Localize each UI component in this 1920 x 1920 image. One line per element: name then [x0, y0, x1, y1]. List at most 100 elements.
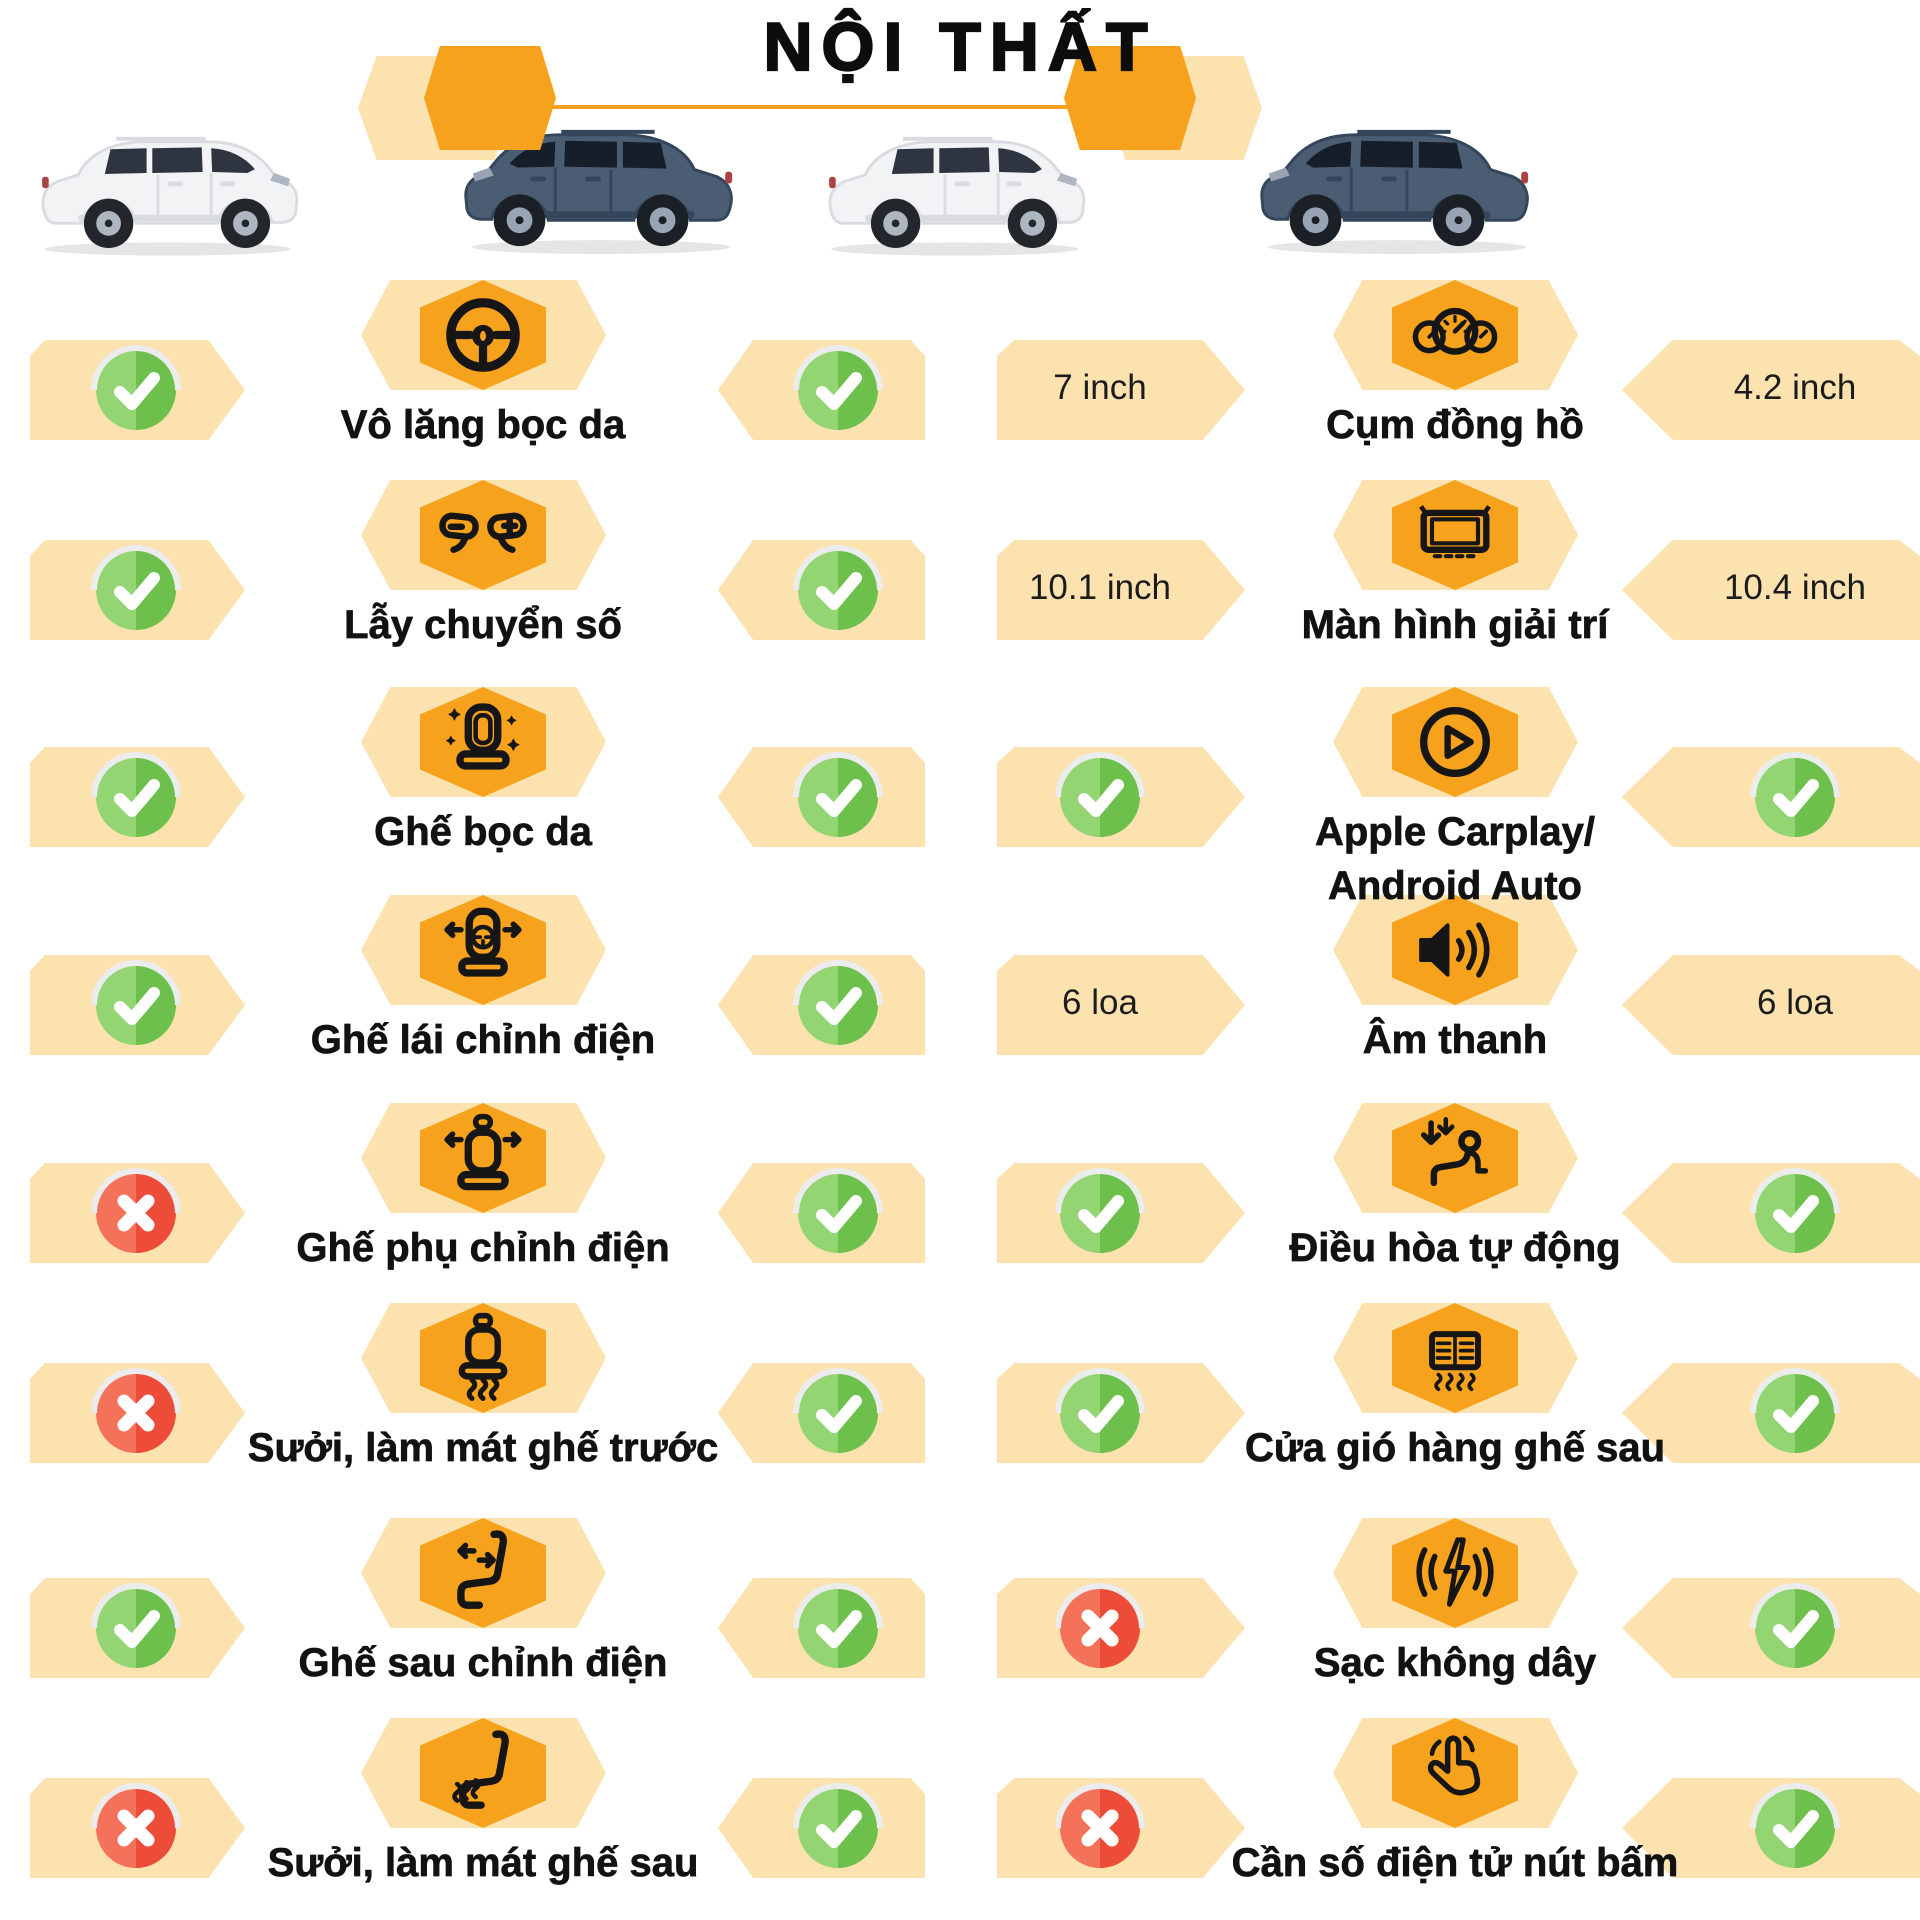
check-icon	[816, 779, 862, 817]
infotainment-screen-icon	[1409, 489, 1501, 581]
check-icon	[114, 1610, 160, 1648]
status-band	[997, 955, 1245, 1055]
check-icon	[1078, 1395, 1124, 1433]
heated-cooled-front-seat-icon	[437, 1312, 529, 1404]
check-badge	[798, 350, 878, 430]
title-hexagon-left-front	[424, 46, 556, 150]
feature-hexagon-front	[420, 1303, 546, 1413]
cross-icon	[117, 1394, 155, 1432]
check-icon	[816, 1610, 862, 1648]
check-badge	[798, 1373, 878, 1453]
check-badge	[798, 965, 878, 1045]
feature-label: Cửa gió hàng ghế sau	[1244, 1426, 1666, 1471]
check-icon	[114, 779, 160, 817]
check-badge	[1755, 1173, 1835, 1253]
check-badge	[1755, 1788, 1835, 1868]
status-band	[997, 540, 1245, 640]
check-badge	[798, 550, 878, 630]
feature-label: Cần số điện tử nút bấm	[1231, 1841, 1679, 1886]
spec-value: 6 loa	[1062, 983, 1138, 1022]
title-hexagon-right-front	[1064, 46, 1196, 150]
carplay-icon	[1409, 696, 1501, 788]
spec-value: 10.4 inch	[1723, 568, 1867, 607]
title-divider-line	[550, 105, 1070, 109]
check-icon	[1773, 1610, 1819, 1648]
feature-label: Âm thanh	[1362, 1018, 1548, 1063]
feature-label: Vô lăng bọc da	[340, 403, 626, 448]
check-icon	[1773, 1395, 1819, 1433]
check-badge	[1060, 757, 1140, 837]
check-badge	[798, 757, 878, 837]
leather-seat-icon	[437, 696, 529, 788]
check-icon	[1773, 1810, 1819, 1848]
heated-cooled-rear-seat-icon	[437, 1727, 529, 1819]
car-image-blue-2	[1248, 108, 1546, 257]
gauge-cluster-icon	[1409, 289, 1501, 381]
status-band	[997, 340, 1245, 440]
spec-value: 6 loa	[1757, 983, 1833, 1022]
check-icon	[816, 1810, 862, 1848]
check-icon	[816, 1195, 862, 1233]
cross-badge	[96, 1373, 176, 1453]
check-badge	[96, 757, 176, 837]
speaker-icon	[1409, 904, 1501, 996]
feature-label-line2: Android Auto	[1327, 864, 1583, 909]
check-badge	[1755, 1588, 1835, 1668]
power-driver-seat-icon	[437, 904, 529, 996]
cross-icon	[1081, 1609, 1119, 1647]
page-title: NỘI THẤT	[762, 8, 1157, 86]
feature-hexagon-front	[420, 1718, 546, 1828]
check-badge	[1060, 1173, 1140, 1253]
paddle-shifters-icon	[437, 489, 529, 581]
rear-vents-icon	[1409, 1312, 1501, 1404]
check-icon	[114, 987, 160, 1025]
auto-climate-icon	[1409, 1112, 1501, 1204]
check-badge	[96, 965, 176, 1045]
car-image-white-1	[25, 116, 310, 259]
check-icon	[816, 572, 862, 610]
cross-badge	[1060, 1588, 1140, 1668]
check-icon	[1078, 1195, 1124, 1233]
status-band	[1622, 340, 1920, 440]
feature-label: Sưởi, làm mát ghế sau	[267, 1841, 699, 1886]
spec-value: 7 inch	[1053, 368, 1147, 407]
feature-label: Lẫy chuyển số	[344, 603, 623, 648]
feature-label: Ghế phụ chỉnh điện	[296, 1226, 670, 1271]
feature-hexagon-front	[420, 1518, 546, 1628]
check-badge	[96, 1588, 176, 1668]
power-passenger-seat-icon	[437, 1112, 529, 1204]
car-image-blue-1	[452, 108, 750, 257]
check-badge	[798, 1173, 878, 1253]
check-badge	[1755, 757, 1835, 837]
check-badge	[1060, 1373, 1140, 1453]
feature-label: Ghế lái chỉnh điện	[310, 1018, 656, 1063]
cross-icon	[1081, 1809, 1119, 1847]
check-icon	[816, 987, 862, 1025]
check-icon	[114, 372, 160, 410]
push-button-shifter-icon	[1409, 1727, 1501, 1819]
feature-label: Sưởi, làm mát ghế trước	[247, 1426, 719, 1471]
check-icon	[1773, 779, 1819, 817]
check-badge	[798, 1788, 878, 1868]
check-icon	[114, 572, 160, 610]
status-band	[1622, 955, 1920, 1055]
feature-hexagon-front	[420, 1103, 546, 1213]
feature-label: Apple Carplay/	[1314, 810, 1596, 855]
feature-hexagon-front	[1392, 1103, 1518, 1213]
feature-label: Sạc không dây	[1313, 1641, 1597, 1686]
cross-badge	[1060, 1788, 1140, 1868]
feature-label: Ghế bọc da	[374, 810, 593, 855]
cross-badge	[96, 1173, 176, 1253]
check-badge	[96, 350, 176, 430]
check-badge	[1755, 1373, 1835, 1453]
feature-label: Điều hòa tự động	[1289, 1226, 1621, 1271]
spec-value: 4.2 inch	[1733, 368, 1857, 407]
check-badge	[96, 550, 176, 630]
check-icon	[816, 1395, 862, 1433]
feature-label: Ghế sau chỉnh điện	[298, 1641, 668, 1686]
check-badge	[798, 1588, 878, 1668]
cross-badge	[96, 1788, 176, 1868]
power-rear-seat-icon	[437, 1527, 529, 1619]
spec-value: 10.1 inch	[1028, 568, 1172, 607]
check-icon	[816, 372, 862, 410]
